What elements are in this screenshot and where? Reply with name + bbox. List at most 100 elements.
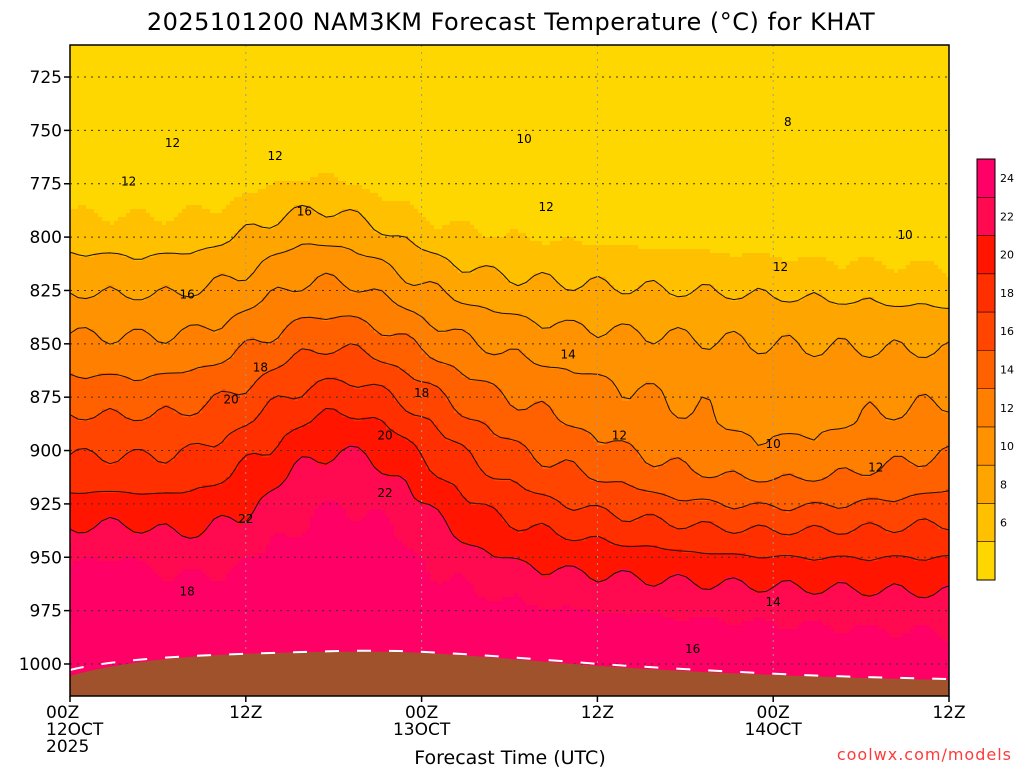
temperature-cell [70,193,75,198]
temperature-cell [170,153,175,158]
temperature-cell [110,525,115,530]
temperature-cell [146,537,151,542]
temperature-cell [122,361,127,366]
temperature-cell [126,401,131,406]
temperature-cell [150,73,155,78]
temperature-cell [142,633,147,638]
temperature-cell [86,601,91,606]
temperature-cell [110,549,115,554]
temperature-cell [166,233,171,238]
temperature-cell [170,129,175,134]
temperature-cell [70,393,75,398]
temperature-cell [118,385,123,390]
temperature-cell [138,325,143,330]
temperature-cell [170,637,175,642]
temperature-cell [166,153,171,158]
temperature-cell [142,537,147,542]
temperature-cell [122,117,127,122]
temperature-cell [170,545,175,550]
temperature-cell [190,421,195,426]
temperature-cell [134,249,139,254]
temperature-cell [158,93,163,98]
temperature-cell [94,577,99,582]
temperature-cell [186,193,191,198]
temperature-cell [190,105,195,110]
temperature-cell [74,361,79,366]
temperature-cell [114,413,119,418]
temperature-cell [174,465,179,470]
temperature-cell [162,177,167,182]
temperature-cell [106,441,111,446]
temperature-cell [70,533,75,538]
temperature-cell [110,653,115,658]
temperature-cell [126,485,131,490]
temperature-cell [70,205,75,210]
temperature-cell [118,549,123,554]
temperature-cell [106,321,111,326]
temperature-cell [106,133,111,138]
temperature-cell [158,169,163,174]
temperature-cell [78,669,83,674]
temperature-cell [126,625,131,630]
temperature-cell [82,185,87,190]
temperature-cell [86,569,91,574]
temperature-cell [158,165,163,170]
temperature-cell [146,277,151,282]
temperature-cell [82,93,87,98]
temperature-cell [114,469,119,474]
temperature-cell [86,193,91,198]
temperature-cell [130,621,135,626]
temperature-cell [82,513,87,518]
temperature-cell [138,169,143,174]
temperature-cell [102,653,107,658]
temperature-cell [90,81,95,86]
temperature-cell [122,81,127,86]
temperature-cell [110,209,115,214]
temperature-cell [178,513,183,518]
temperature-cell [126,505,131,510]
temperature-cell [110,557,115,562]
temperature-cell [110,65,115,70]
temperature-cell [94,105,99,110]
temperature-cell [178,61,183,66]
temperature-cell [114,89,119,94]
temperature-cell [158,569,163,574]
temperature-cell [142,129,147,134]
temperature-cell [90,177,95,182]
temperature-cell [158,449,163,454]
temperature-cell [174,385,179,390]
temperature-cell [146,505,151,510]
temperature-cell [134,213,139,218]
temperature-cell [150,437,155,442]
temperature-cell [166,593,171,598]
temperature-cell [182,97,187,102]
temperature-cell [174,421,179,426]
temperature-cell [102,621,107,626]
temperature-cell [106,161,111,166]
temperature-cell [90,205,95,210]
temperature-cell [190,205,195,210]
temperature-cell [174,629,179,634]
temperature-cell [134,437,139,442]
temperature-cell [146,53,151,58]
temperature-cell [126,513,131,518]
temperature-cell [90,277,95,282]
temperature-cell [122,581,127,586]
temperature-cell [110,325,115,330]
temperature-cell [166,149,171,154]
temperature-cell [182,193,187,198]
temperature-cell [174,157,179,162]
temperature-cell [74,65,79,70]
temperature-cell [98,257,103,262]
temperature-cell [82,613,87,618]
temperature-cell [78,149,83,154]
temperature-cell [158,361,163,366]
temperature-cell [146,237,151,242]
temperature-cell [90,613,95,618]
temperature-cell [78,473,83,478]
temperature-cell [98,105,103,110]
temperature-cell [90,493,95,498]
temperature-cell [74,609,79,614]
temperature-cell [106,549,111,554]
temperature-cell [142,101,147,106]
